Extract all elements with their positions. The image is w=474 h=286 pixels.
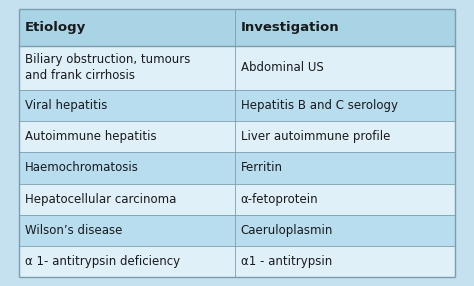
Text: Liver autoimmune profile: Liver autoimmune profile bbox=[240, 130, 390, 143]
Text: Autoimmune hepatitis: Autoimmune hepatitis bbox=[25, 130, 156, 143]
Bar bbox=[19, 152, 455, 184]
Bar bbox=[19, 215, 455, 246]
Text: Etiology: Etiology bbox=[25, 21, 86, 33]
Text: α-fetoprotein: α-fetoprotein bbox=[240, 193, 318, 206]
Bar bbox=[19, 90, 455, 121]
Text: Hepatocellular carcinoma: Hepatocellular carcinoma bbox=[25, 193, 176, 206]
Text: Ferritin: Ferritin bbox=[240, 161, 283, 174]
Text: Investigation: Investigation bbox=[240, 21, 339, 33]
Bar bbox=[19, 45, 455, 90]
Text: Abdominal US: Abdominal US bbox=[240, 61, 323, 74]
Bar bbox=[19, 9, 455, 45]
Text: α1 - antitrypsin: α1 - antitrypsin bbox=[240, 255, 332, 268]
Bar bbox=[19, 246, 455, 277]
Text: Viral hepatitis: Viral hepatitis bbox=[25, 99, 107, 112]
Text: Hepatitis B and C serology: Hepatitis B and C serology bbox=[240, 99, 398, 112]
Text: Biliary obstruction, tumours
and frank cirrhosis: Biliary obstruction, tumours and frank c… bbox=[25, 53, 190, 82]
Text: α 1- antitrypsin deficiency: α 1- antitrypsin deficiency bbox=[25, 255, 180, 268]
Bar bbox=[19, 121, 455, 152]
Bar bbox=[19, 184, 455, 215]
Text: Caeruloplasmin: Caeruloplasmin bbox=[240, 224, 333, 237]
Text: Haemochromatosis: Haemochromatosis bbox=[25, 161, 138, 174]
Text: Wilson’s disease: Wilson’s disease bbox=[25, 224, 122, 237]
